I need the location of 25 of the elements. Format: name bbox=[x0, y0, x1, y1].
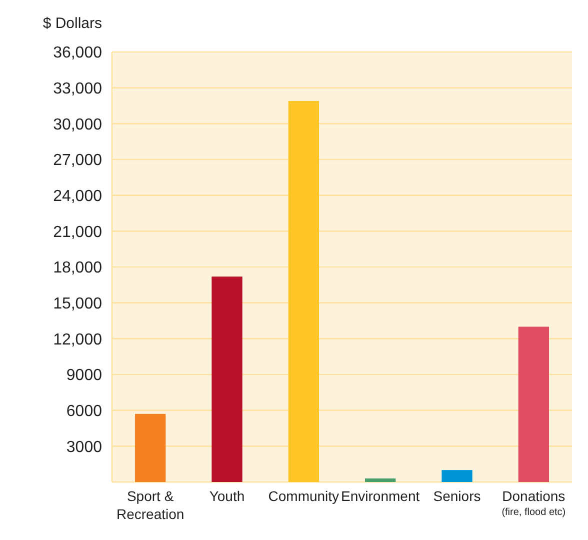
y-tick-label: 6000 bbox=[66, 402, 102, 420]
x-tick-label: Sport & Recreation bbox=[116, 488, 184, 522]
y-tick-label: 15,000 bbox=[53, 295, 102, 312]
x-tick-label: Youth bbox=[209, 488, 245, 504]
y-tick-label: 27,000 bbox=[53, 152, 102, 170]
x-tick-label: Seniors bbox=[433, 488, 481, 504]
y-tick-label: 18,000 bbox=[53, 260, 102, 277]
bar bbox=[518, 326, 549, 482]
y-tick-label: 3000 bbox=[66, 438, 102, 456]
y-tick-label: 9000 bbox=[66, 367, 102, 384]
y-tick-label: 12,000 bbox=[53, 331, 102, 348]
bar bbox=[288, 100, 319, 482]
x-tick-label: Donations (fire, flood etc) bbox=[502, 488, 566, 518]
bar bbox=[135, 414, 166, 482]
x-tick-label: Environment bbox=[341, 488, 420, 504]
bar bbox=[365, 478, 396, 482]
y-tick-label: 24,000 bbox=[53, 188, 102, 205]
y-tick-label: 36,000 bbox=[53, 44, 102, 62]
y-tick-label: 30,000 bbox=[53, 116, 102, 134]
bar bbox=[212, 276, 242, 482]
bar bbox=[442, 470, 472, 482]
y-tick-label: 33,000 bbox=[53, 80, 102, 98]
y-tick-label: 21,000 bbox=[53, 224, 102, 241]
x-tick-label: Community bbox=[268, 488, 340, 504]
y-axis-title: $ Dollars bbox=[42, 15, 102, 32]
